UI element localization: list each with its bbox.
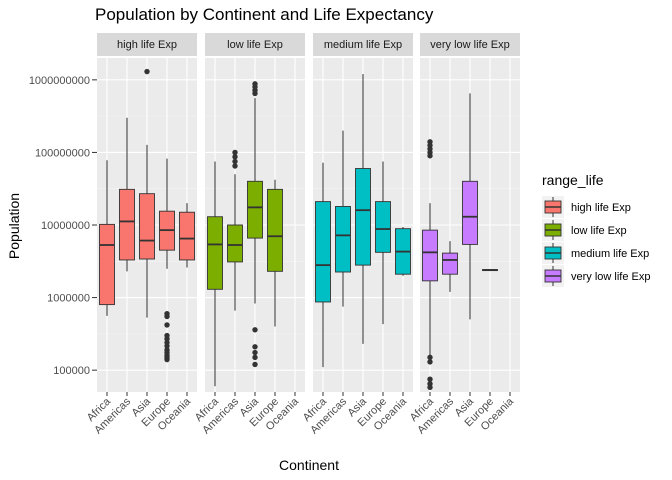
y-tick-label: 1000000000 xyxy=(29,75,90,87)
outlier-point xyxy=(144,68,150,75)
outlier-point xyxy=(252,361,258,368)
box-iqr xyxy=(247,180,263,239)
outlier-point xyxy=(427,384,433,391)
box-low-life-exp-americas xyxy=(227,149,243,311)
outlier-point xyxy=(164,356,170,363)
y-axis-title: Population xyxy=(6,193,22,259)
facet-panel-low-life-exp: low life ExpAfricaAmericasAsiaEuropeOcea… xyxy=(193,33,305,437)
box-low-life-exp-asia xyxy=(247,81,263,368)
outlier-point xyxy=(252,81,258,87)
legend-item-high-life-exp: high life Exp xyxy=(542,196,631,218)
y-tick-label: 100000 xyxy=(53,365,90,377)
box-high-life-exp-africa xyxy=(99,160,115,316)
outlier-point xyxy=(427,359,433,365)
box-very-low-life-exp-asia xyxy=(462,93,478,320)
box-high-life-exp-oceania xyxy=(179,203,195,268)
box-very-low-life-exp-americas xyxy=(442,241,458,292)
facet-strip xyxy=(97,33,197,56)
facet-strip xyxy=(205,33,305,56)
outlier-point xyxy=(164,343,170,349)
facet-panel-medium-life-exp: medium life ExpAfricaAmericasAsiaEuropeO… xyxy=(301,33,413,437)
facet-panel-high-life-exp: high life ExpAfricaAmericasAsiaEuropeOce… xyxy=(85,33,197,437)
box-iqr xyxy=(139,193,155,260)
y-axis: 100000 1000000 10000000 100000000 1000000000 xyxy=(29,75,97,377)
box-iqr xyxy=(375,201,391,253)
outlier-point xyxy=(252,349,258,356)
box-high-life-exp-europe xyxy=(159,158,175,363)
y-tick-label: 10000000 xyxy=(41,220,90,232)
box-low-life-exp-africa xyxy=(207,161,223,387)
box-iqr xyxy=(227,224,243,263)
box-iqr xyxy=(315,201,331,303)
legend-label: high life Exp xyxy=(571,202,631,214)
box-iqr xyxy=(179,211,195,261)
facet-panel-very-low-life-exp: very low life ExpAfricaAmericasAsiaEurop… xyxy=(408,33,520,437)
outlier-point xyxy=(232,154,238,160)
y-tick-label: 1000000 xyxy=(47,293,90,305)
box-medium-life-exp-asia xyxy=(355,74,371,344)
y-tick-label: 100000000 xyxy=(35,147,90,159)
box-iqr xyxy=(462,180,478,245)
legend: range_life high life Exp low life Exp medi… xyxy=(542,172,650,287)
outlier-point xyxy=(427,376,433,382)
box-low-life-exp-europe xyxy=(267,179,283,327)
outlier-point xyxy=(164,322,170,328)
box-medium-life-exp-americas xyxy=(335,130,351,307)
box-medium-life-exp-europe xyxy=(375,161,391,325)
facet-strip xyxy=(420,33,520,56)
outlier-point xyxy=(427,153,433,159)
facet-strip-label: very low life Exp xyxy=(430,39,509,51)
outlier-point xyxy=(252,354,258,361)
outlier-point xyxy=(252,344,258,350)
box-iqr xyxy=(99,223,115,306)
outlier-point xyxy=(232,158,238,165)
outlier-point xyxy=(232,163,238,169)
x-axis-title: Continent xyxy=(279,457,339,473)
outlier-point xyxy=(232,149,238,156)
legend-title: range_life xyxy=(542,172,604,188)
box-iqr xyxy=(335,206,351,273)
box-iqr xyxy=(119,188,135,261)
chart-title: Population by Continent and Life Expecta… xyxy=(95,5,434,24)
legend-item-very-low-life-exp: very low life Exp xyxy=(542,265,650,287)
legend-label: low life Exp xyxy=(571,225,627,237)
box-iqr xyxy=(422,229,438,282)
box-high-life-exp-americas xyxy=(119,117,135,272)
outlier-point xyxy=(164,313,170,320)
outlier-point xyxy=(427,354,433,361)
outlier-point xyxy=(252,327,258,333)
outlier-point xyxy=(164,336,170,342)
box-iqr xyxy=(442,252,458,275)
box-very-low-life-exp-europe xyxy=(482,269,498,272)
box-medium-life-exp-africa xyxy=(315,162,331,368)
facet-strip xyxy=(313,33,413,56)
facet-strip-label: low life Exp xyxy=(227,39,283,51)
box-iqr xyxy=(267,188,283,272)
legend-label: medium life Exp xyxy=(571,248,649,260)
facet-strip-label: high life Exp xyxy=(117,39,177,51)
box-high-life-exp-asia xyxy=(139,68,155,318)
box-iqr xyxy=(207,216,223,290)
legend-label: very low life Exp xyxy=(571,271,650,283)
facet-panels: high life ExpAfricaAmericasAsiaEuropeOce… xyxy=(85,33,520,437)
legend-item-medium-life-exp: medium life Exp xyxy=(542,242,649,264)
legend-item-low-life-exp: low life Exp xyxy=(542,219,627,241)
box-very-low-life-exp-africa xyxy=(422,139,438,391)
facet-strip-label: medium life Exp xyxy=(324,39,402,51)
box-iqr xyxy=(355,168,371,266)
box-medium-life-exp-oceania xyxy=(395,226,411,276)
